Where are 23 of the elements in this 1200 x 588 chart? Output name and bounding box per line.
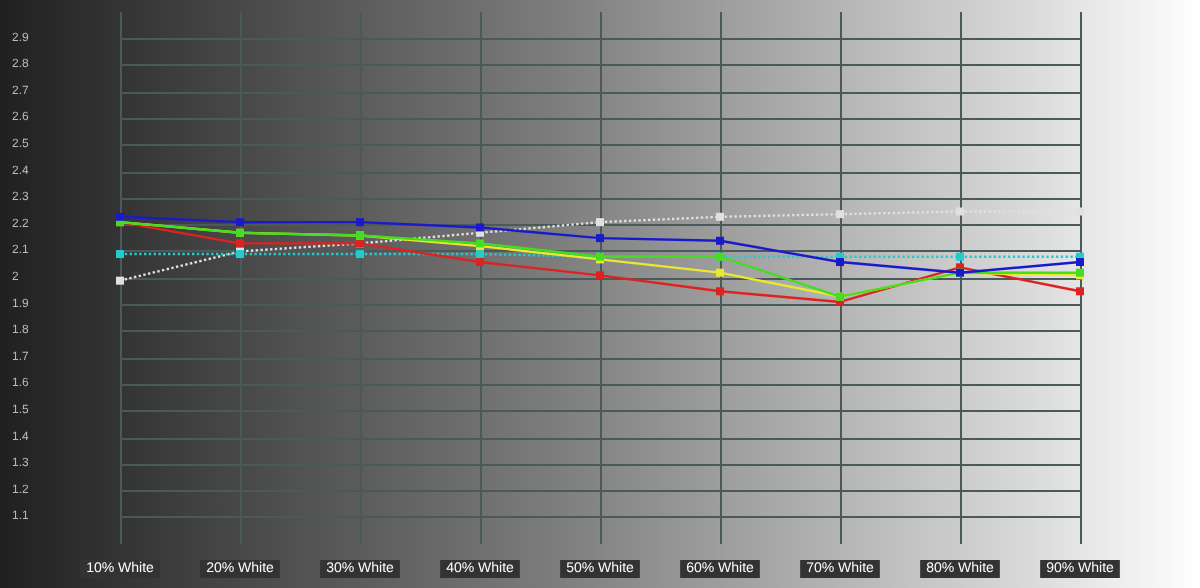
point <box>116 250 124 259</box>
point <box>116 212 124 221</box>
point <box>716 268 724 277</box>
point <box>596 271 604 280</box>
point <box>476 258 484 267</box>
point <box>716 287 724 296</box>
point <box>1076 287 1084 296</box>
point <box>116 276 124 285</box>
point <box>716 212 724 221</box>
point <box>716 236 724 245</box>
point <box>236 218 244 227</box>
point <box>596 218 604 227</box>
point <box>1076 258 1084 267</box>
point <box>476 250 484 259</box>
point <box>836 210 844 219</box>
point <box>476 223 484 232</box>
point <box>356 250 364 259</box>
point <box>956 252 964 261</box>
point <box>356 218 364 227</box>
point <box>836 258 844 267</box>
point <box>236 239 244 248</box>
point <box>956 207 964 216</box>
point <box>596 234 604 243</box>
